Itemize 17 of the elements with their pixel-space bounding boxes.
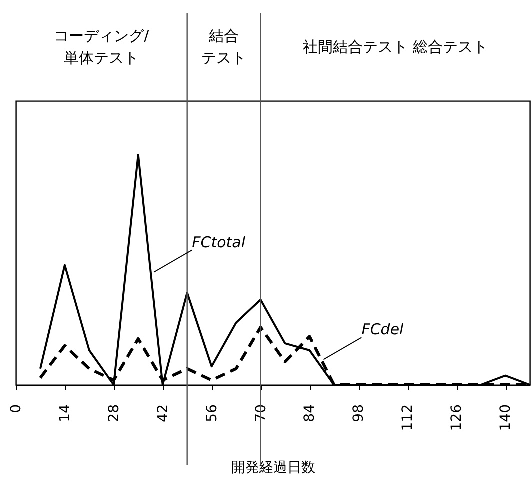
x-tick-label: 14 <box>57 404 74 422</box>
x-tick-label: 28 <box>106 404 122 422</box>
x-tick-label: 70 <box>253 404 270 422</box>
x-tick-label: 112 <box>400 404 416 432</box>
annotation: FCdel <box>362 320 405 339</box>
x-tick-label: 42 <box>155 404 172 422</box>
x-tick-label: 0 <box>8 404 24 414</box>
x-tick-label: 126 <box>449 404 466 432</box>
x-axis-title: 開発経過日数 <box>232 460 316 476</box>
x-tick-label: 84 <box>302 404 318 422</box>
x-tick-label: 56 <box>204 404 220 422</box>
annotation: FCtotal <box>192 233 246 252</box>
x-tick-label: 98 <box>351 404 368 422</box>
text: 社間結合テスト 総合テスト <box>302 38 488 56</box>
x-tick-label: 140 <box>498 404 514 432</box>
text: 結合テスト <box>202 27 247 67</box>
text: コーディング/単体テスト <box>54 27 150 67</box>
